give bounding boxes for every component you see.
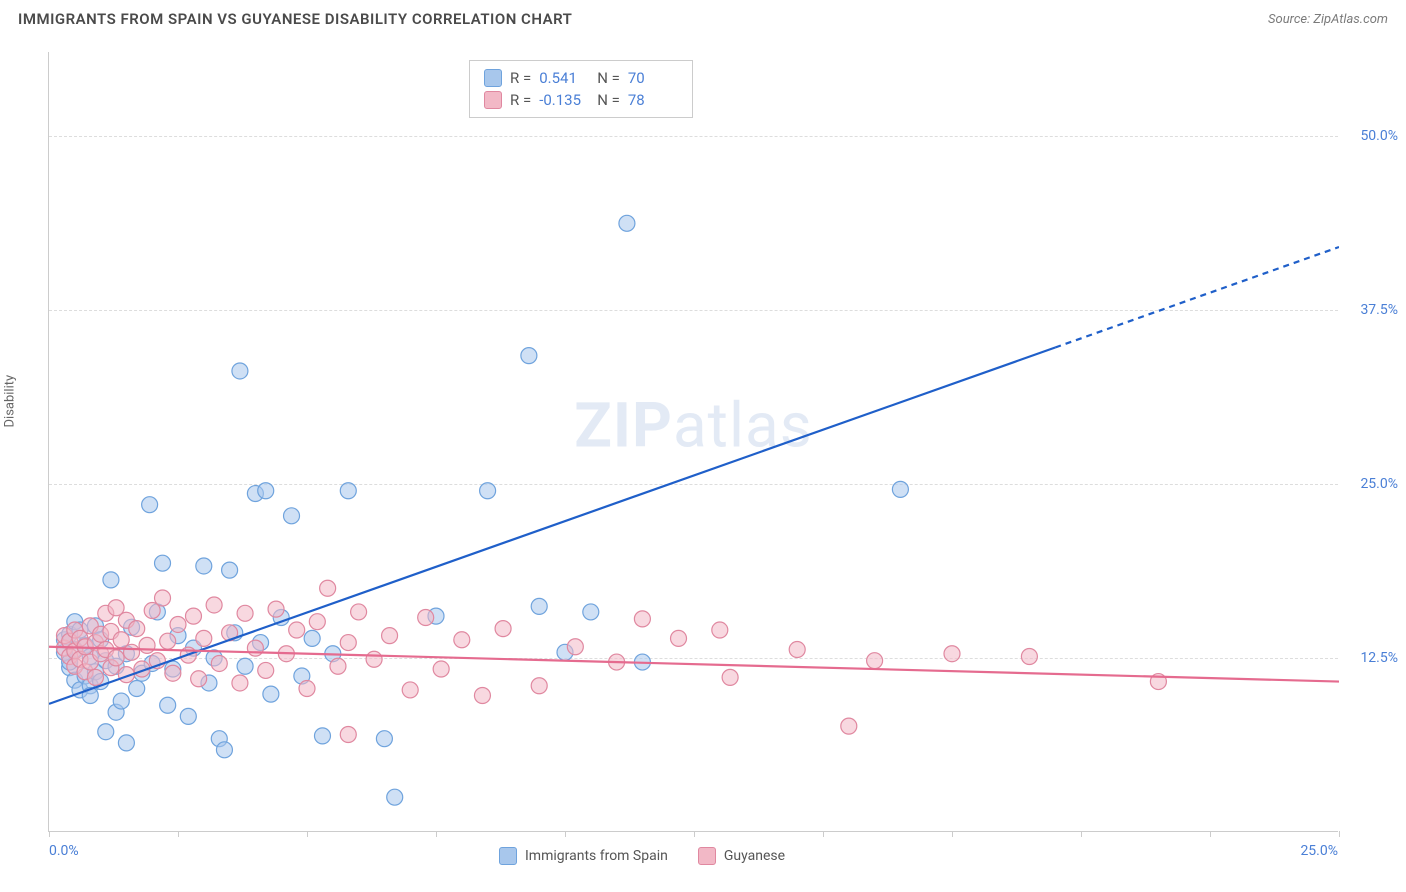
y-tick-label: 25.0% bbox=[1360, 476, 1398, 492]
y-tick-label: 12.5% bbox=[1360, 650, 1398, 666]
plot-area: ZIPatlas R = 0.541 N = 70 R = -0.135 N =… bbox=[48, 52, 1338, 832]
y-tick-label: 50.0% bbox=[1360, 128, 1398, 144]
swatch-spain bbox=[484, 69, 502, 87]
legend-row-guyanese: R = -0.135 N = 78 bbox=[484, 89, 678, 111]
swatch-guyanese bbox=[484, 91, 502, 109]
legend-item-spain: Immigrants from Spain bbox=[499, 847, 668, 865]
correlation-legend: R = 0.541 N = 70 R = -0.135 N = 78 bbox=[469, 60, 693, 118]
swatch-guyanese-icon bbox=[698, 847, 716, 865]
y-axis-label: Disability bbox=[3, 375, 18, 428]
chart-title: IMMIGRANTS FROM SPAIN VS GUYANESE DISABI… bbox=[18, 10, 572, 28]
series-legend: Immigrants from Spain Guyanese bbox=[499, 847, 785, 865]
x-tick bbox=[1339, 831, 1340, 837]
y-tick-label: 37.5% bbox=[1360, 302, 1398, 318]
chart-header: IMMIGRANTS FROM SPAIN VS GUYANESE DISABI… bbox=[0, 0, 1406, 36]
swatch-spain-icon bbox=[499, 847, 517, 865]
legend-item-guyanese: Guyanese bbox=[698, 847, 785, 865]
chart-source: Source: ZipAtlas.com bbox=[1268, 12, 1388, 27]
x-tick-first: 0.0% bbox=[49, 843, 79, 859]
x-tick-last: 25.0% bbox=[1300, 843, 1338, 859]
plot-svg bbox=[49, 52, 1339, 832]
chart-container: ZIPatlas R = 0.541 N = 70 R = -0.135 N =… bbox=[48, 52, 1338, 832]
legend-row-spain: R = 0.541 N = 70 bbox=[484, 67, 678, 89]
